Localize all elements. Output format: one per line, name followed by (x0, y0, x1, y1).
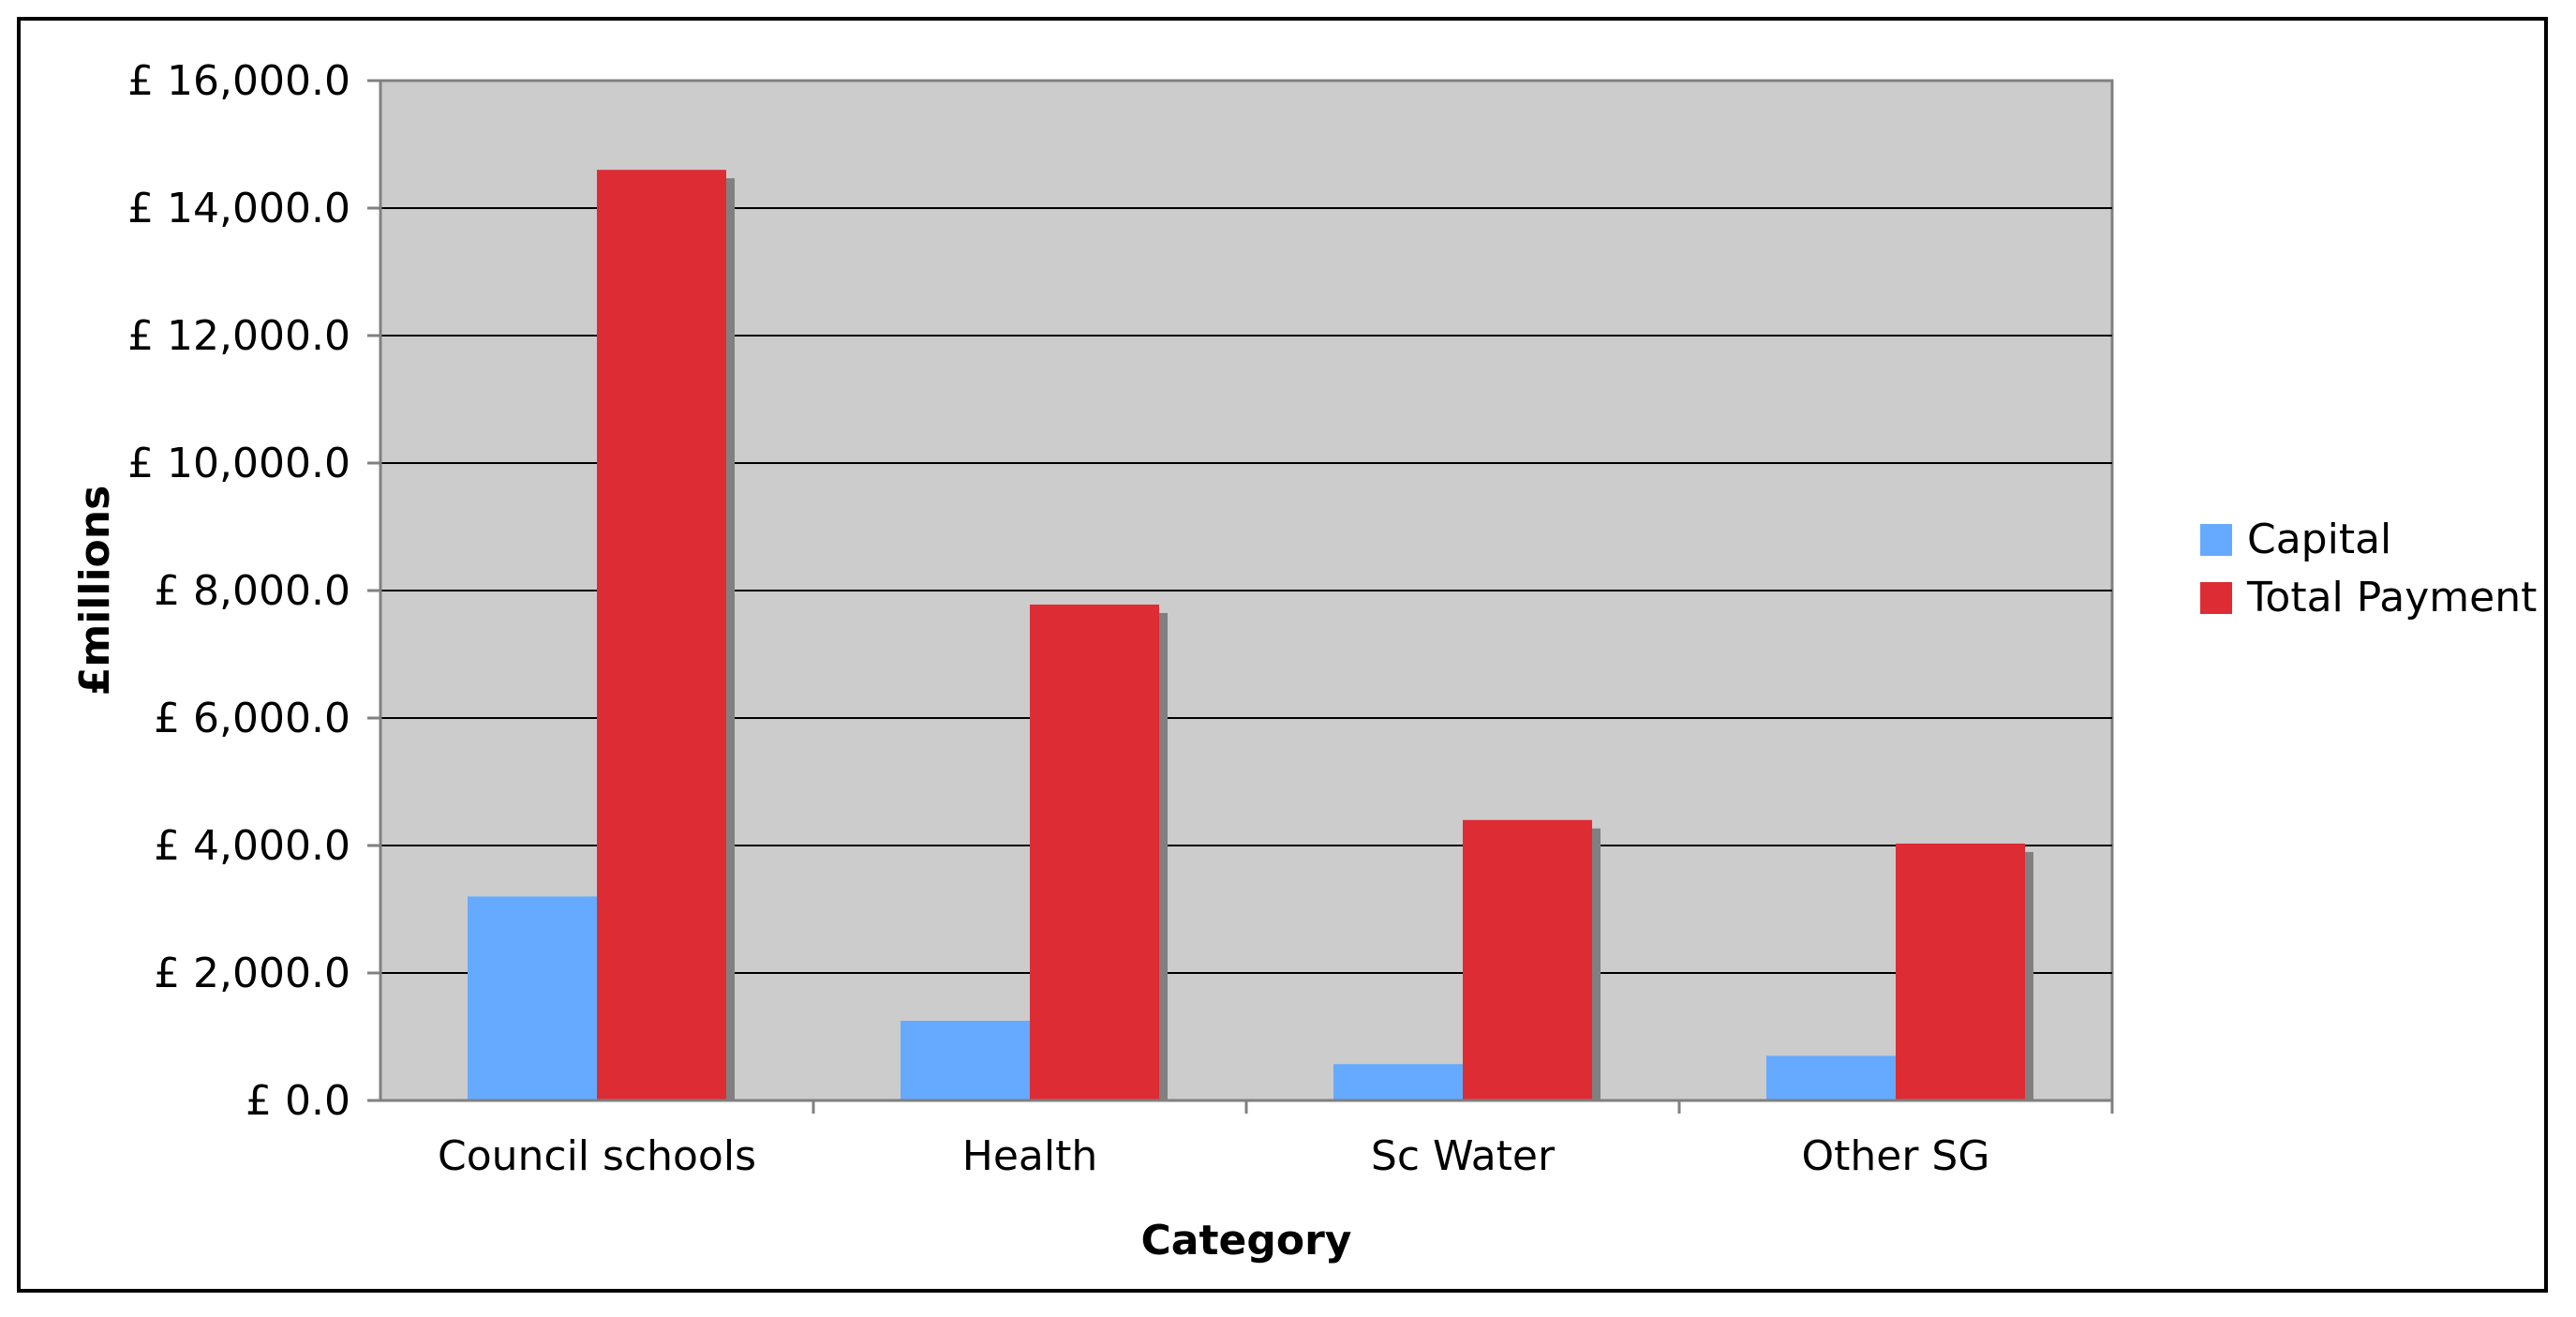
bar-total-payment-1 (1030, 604, 1159, 1100)
y-tick-label: £ 0.0 (246, 1077, 350, 1125)
legend-swatch-total-payment (2200, 582, 2232, 614)
bar-capital-0 (468, 896, 597, 1100)
bar-capital-1 (901, 1021, 1030, 1100)
y-tick-label: £ 16,000.0 (127, 57, 350, 105)
bar-capital-2 (1333, 1064, 1463, 1100)
x-tick-label: Health (962, 1132, 1097, 1180)
bar-total-payment-0 (597, 170, 726, 1100)
y-tick-label: £ 2,000.0 (154, 950, 350, 997)
legend-swatch-capital (2200, 524, 2232, 556)
legend: Capital Total Payment (2200, 516, 2537, 621)
chart-frame: £ 0.0 £ 2,000.0 £ 4,000.0 £ 6,000.0 £ 8,000.… (17, 17, 2548, 1293)
bar-chart: £ 0.0 £ 2,000.0 £ 4,000.0 £ 6,000.0 £ 8,000.… (71, 57, 2537, 1265)
y-tick-label: £ 12,000.0 (127, 312, 350, 360)
y-tick-label: £ 10,000.0 (127, 440, 350, 487)
y-tick-label: £ 6,000.0 (154, 695, 350, 742)
bar-capital-3 (1766, 1055, 1896, 1100)
x-axis-title: Category (1141, 1217, 1352, 1265)
legend-label: Total Payment (2246, 574, 2537, 621)
y-axis-title: £millions (71, 486, 119, 696)
y-tick-label: £ 8,000.0 (154, 567, 350, 615)
y-tick-label: £ 4,000.0 (154, 822, 350, 870)
y-tick-label: £ 14,000.0 (127, 185, 350, 232)
x-tick-label: Other SG (1802, 1132, 1990, 1180)
legend-label: Capital (2247, 516, 2391, 563)
x-tick-label: Council schools (438, 1132, 756, 1180)
x-tick-label: Sc Water (1371, 1132, 1556, 1180)
bar-total-payment-2 (1463, 819, 1592, 1100)
bar-total-payment-3 (1896, 843, 2025, 1100)
